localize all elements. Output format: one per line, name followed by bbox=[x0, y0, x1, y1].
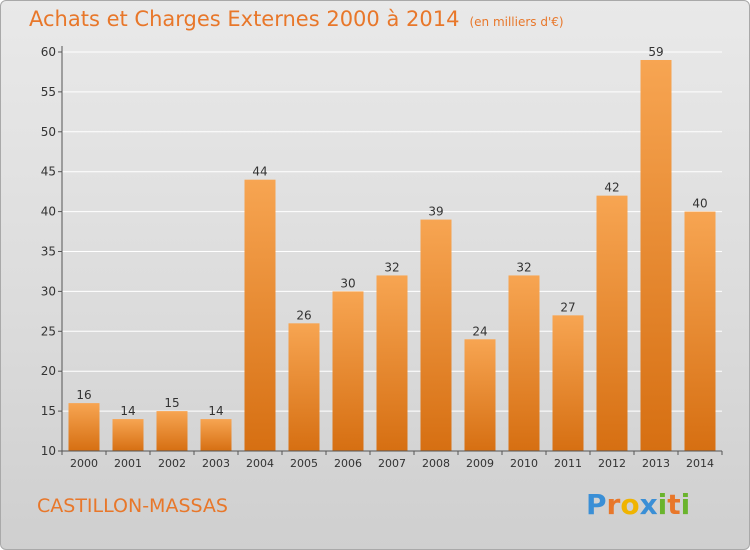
x-tick-label: 2001 bbox=[114, 457, 142, 470]
bar bbox=[332, 291, 364, 451]
x-tick-label: 2013 bbox=[642, 457, 670, 470]
axes: 10 15 20 25 30 35 40 45 50 55 60 2000 2001 2002 2003 20… bbox=[41, 45, 723, 470]
y-tick-label: 55 bbox=[41, 85, 56, 99]
y-tick-label: 25 bbox=[41, 324, 56, 338]
data-label: 59 bbox=[648, 45, 663, 59]
bar bbox=[376, 275, 408, 451]
data-label: 32 bbox=[516, 260, 531, 274]
y-tick-label: 15 bbox=[41, 404, 56, 418]
x-tick-label: 2012 bbox=[598, 457, 626, 470]
logo-letter: i bbox=[680, 488, 691, 521]
x-tick-label: 2004 bbox=[246, 457, 274, 470]
bar bbox=[508, 275, 540, 451]
chart-title-text: Achats et Charges Externes 2000 à 2014 bbox=[29, 7, 460, 31]
logo-letter: r bbox=[606, 488, 621, 521]
x-tick-label: 2000 bbox=[70, 457, 98, 470]
x-tick-label: 2011 bbox=[554, 457, 582, 470]
bar bbox=[464, 339, 496, 451]
data-label: 24 bbox=[472, 324, 487, 338]
bar bbox=[244, 179, 276, 451]
bar bbox=[420, 219, 452, 451]
y-tick-label: 60 bbox=[41, 45, 56, 59]
data-label: 44 bbox=[252, 165, 267, 179]
logo-letter: t bbox=[667, 488, 681, 521]
y-tick-label: 10 bbox=[41, 444, 56, 458]
data-label: 32 bbox=[384, 260, 399, 274]
commune-name: CASTILLON-MASSAS bbox=[37, 495, 228, 517]
data-label: 16 bbox=[76, 388, 91, 402]
x-tick-label: 2009 bbox=[466, 457, 494, 470]
chart-subtitle: (en milliers d'€) bbox=[469, 15, 564, 29]
logo-letter: i bbox=[657, 488, 668, 521]
bar bbox=[112, 419, 144, 451]
bar bbox=[288, 323, 320, 451]
x-tick-label: 2006 bbox=[334, 457, 362, 470]
y-tick-label: 20 bbox=[41, 364, 56, 378]
data-label: 40 bbox=[692, 197, 707, 211]
data-label: 42 bbox=[604, 181, 619, 195]
data-label: 14 bbox=[120, 404, 135, 418]
x-tick-label: 2005 bbox=[290, 457, 318, 470]
y-tick-label: 40 bbox=[41, 205, 56, 219]
x-tick-label: 2010 bbox=[510, 457, 538, 470]
bar bbox=[640, 59, 672, 451]
logo-letter: P bbox=[586, 488, 607, 521]
bar bbox=[552, 315, 584, 451]
y-tick-label: 45 bbox=[41, 165, 56, 179]
x-tick-label: 2002 bbox=[158, 457, 186, 470]
data-label: 30 bbox=[340, 276, 355, 290]
labels: 16 14 15 14 44 26 30 32 39 24 32 27 42 59 40 bbox=[76, 45, 707, 418]
data-label: 39 bbox=[428, 205, 443, 219]
data-label: 27 bbox=[560, 300, 575, 314]
bar bbox=[596, 195, 628, 451]
logo-letter: o bbox=[620, 488, 640, 521]
x-tick-label: 2014 bbox=[686, 457, 714, 470]
y-tick-label: 35 bbox=[41, 245, 56, 259]
logo-letter: x bbox=[639, 488, 658, 521]
proxiti-logo[interactable]: Proxiti bbox=[586, 488, 690, 521]
y-tick-label: 50 bbox=[41, 125, 56, 139]
x-tick-label: 2007 bbox=[378, 457, 406, 470]
data-label: 26 bbox=[296, 308, 311, 322]
bars bbox=[68, 59, 716, 451]
bar bbox=[156, 411, 188, 451]
chart-title: Achats et Charges Externes 2000 à 2014 (e… bbox=[29, 7, 564, 31]
x-tick-label: 2003 bbox=[202, 457, 230, 470]
y-tick-label: 30 bbox=[41, 284, 56, 298]
x-tick-label: 2008 bbox=[422, 457, 450, 470]
bar bbox=[68, 403, 100, 451]
data-label: 15 bbox=[164, 396, 179, 410]
data-label: 14 bbox=[208, 404, 223, 418]
bar bbox=[684, 211, 716, 451]
bar bbox=[200, 419, 232, 451]
